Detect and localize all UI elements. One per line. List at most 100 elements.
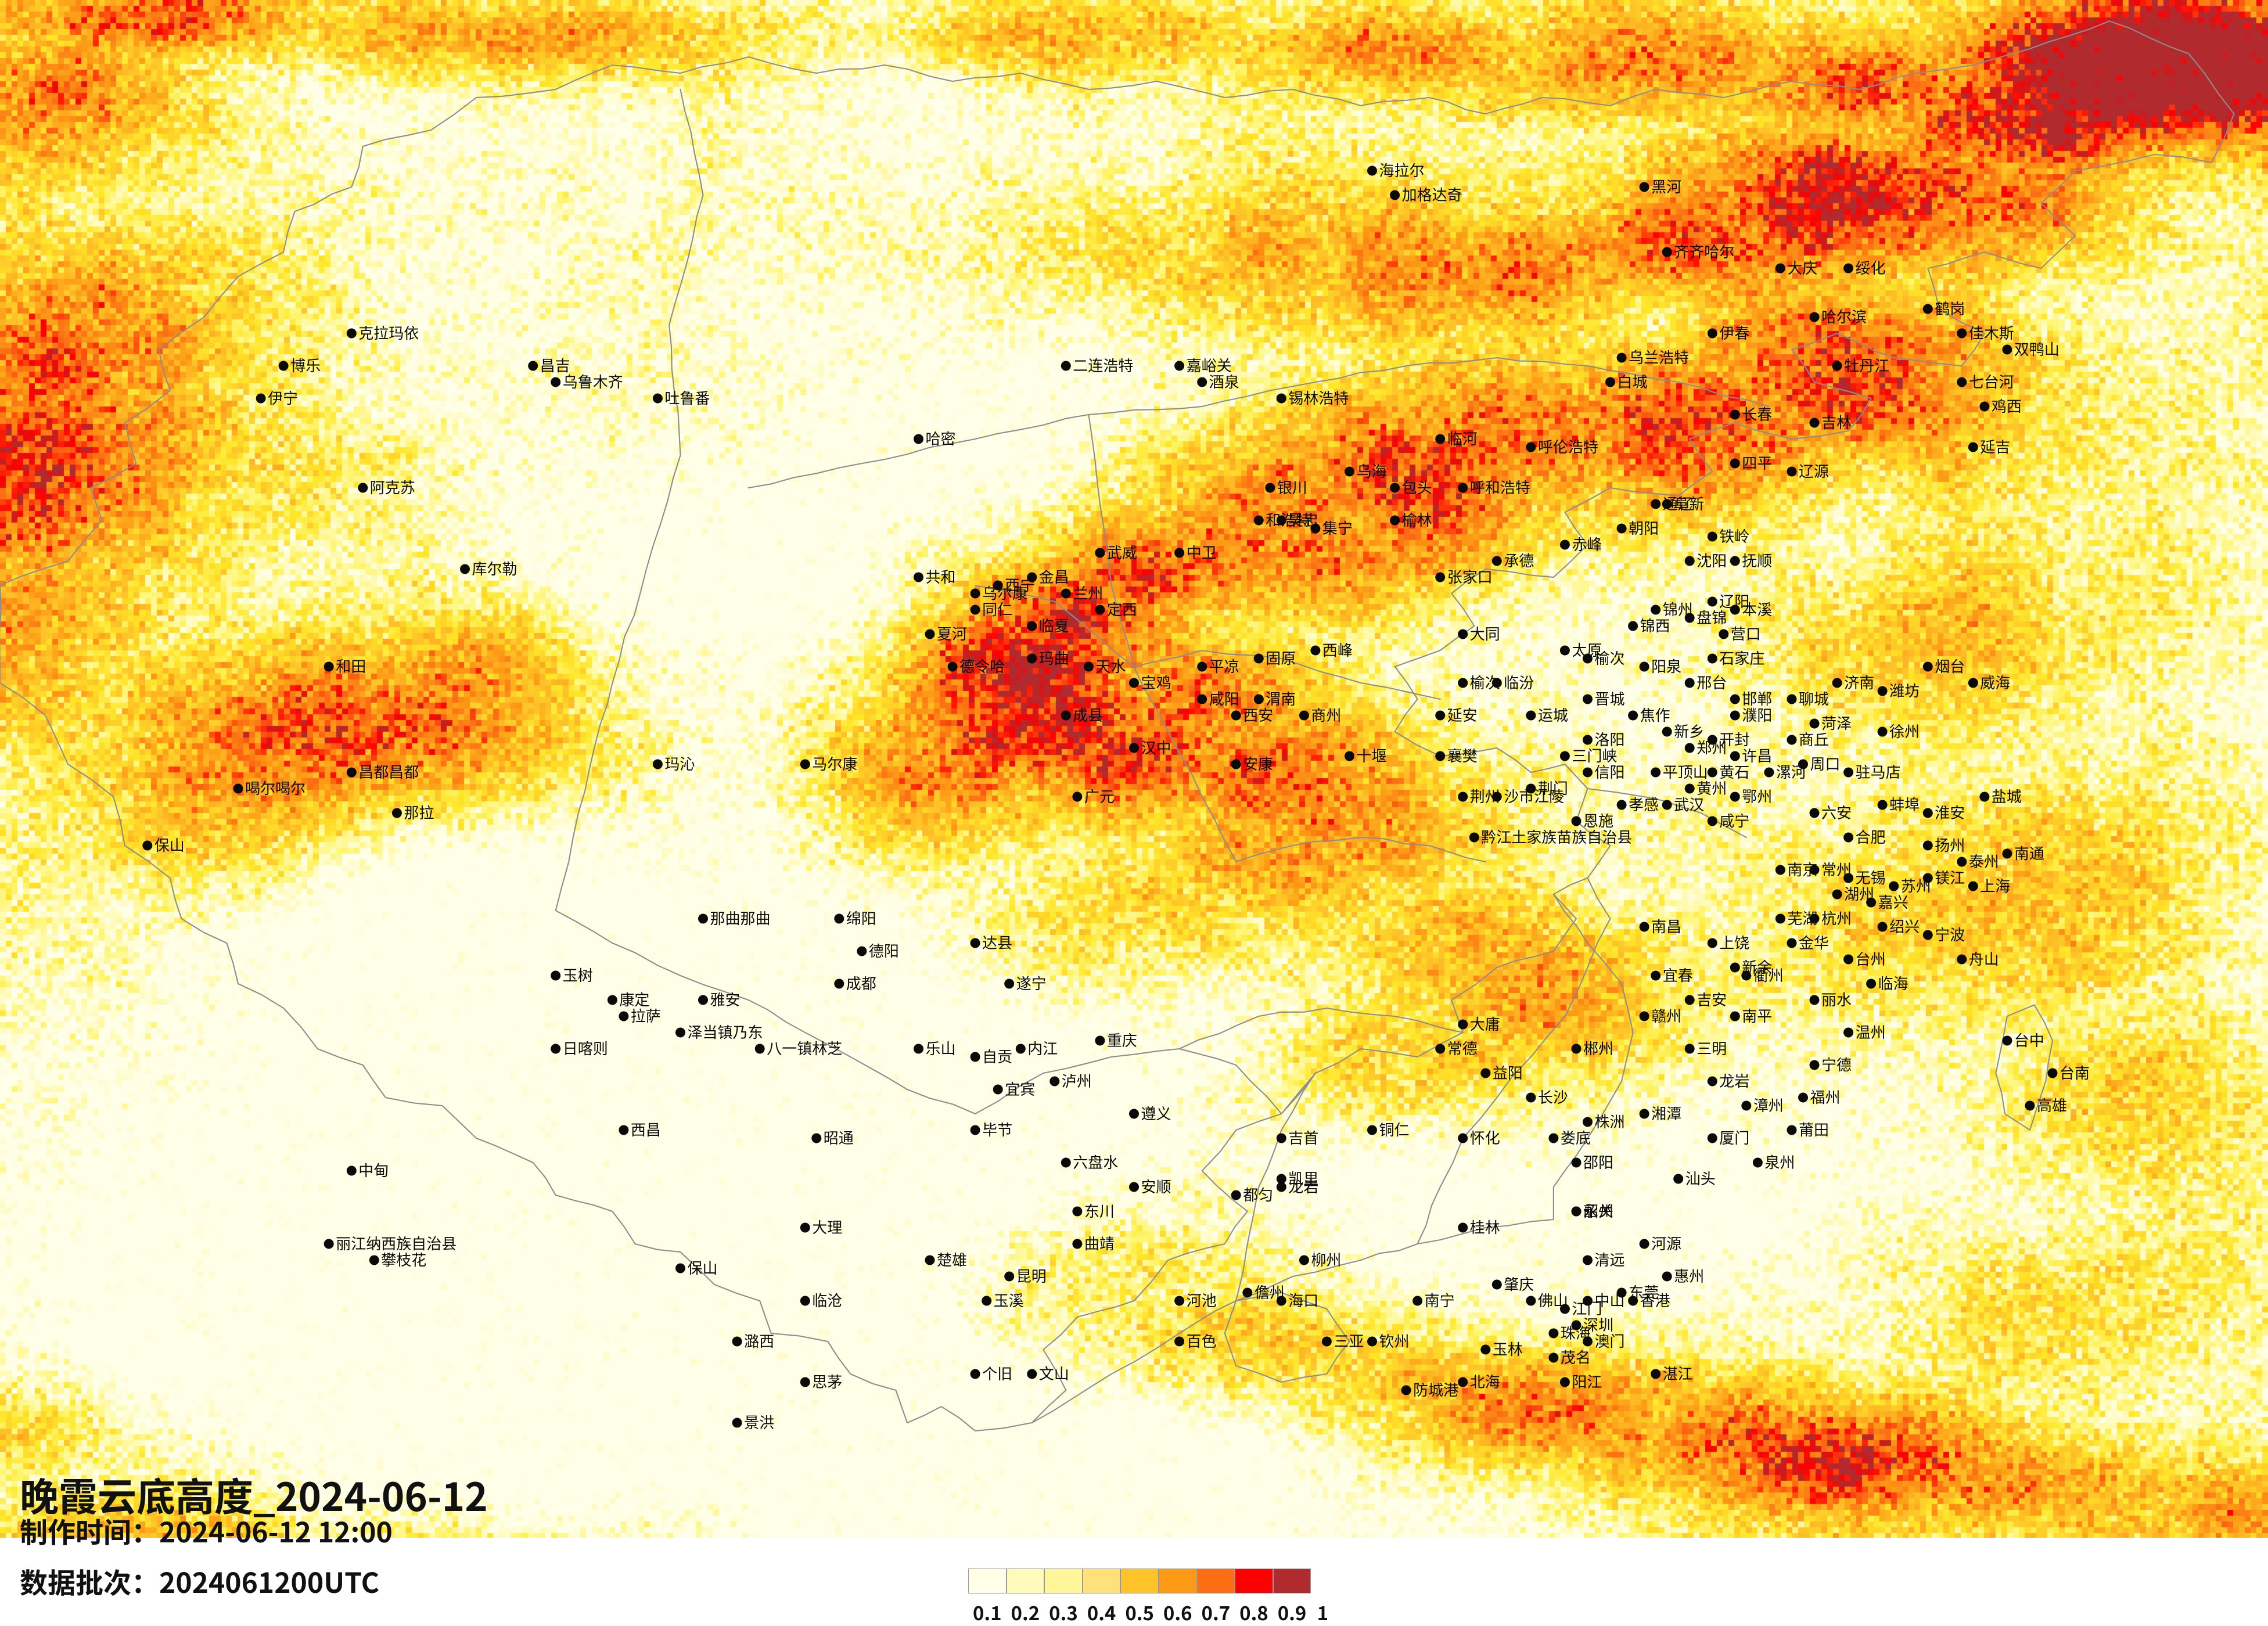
svg-text:合肥: 合肥 [1856,826,1886,847]
svg-text:铁岭: 铁岭 [1719,525,1749,546]
svg-text:宁德: 宁德 [1821,1053,1852,1075]
svg-text:哈密: 哈密 [926,427,956,449]
svg-text:鹤岗: 鹤岗 [1935,297,1965,319]
svg-text:楚雄: 楚雄 [937,1249,967,1270]
svg-text:乌海: 乌海 [1357,460,1387,481]
svg-text:牡丹江: 牡丹江 [1844,354,1889,376]
svg-text:芜湖: 芜湖 [1787,907,1817,929]
svg-text:吐鲁番: 吐鲁番 [664,387,710,408]
svg-text:防城港: 防城港 [1413,1379,1458,1400]
svg-text:吉林: 吉林 [1821,411,1852,433]
svg-text:阳泉: 阳泉 [1651,655,1681,677]
svg-text:孝感: 孝感 [1629,793,1659,815]
svg-text:吉安: 吉安 [1696,988,1727,1010]
svg-text:南平: 南平 [1742,1005,1772,1026]
svg-text:乌鲁木齐: 乌鲁木齐 [563,370,623,392]
svg-text:大理: 大理 [812,1216,842,1238]
svg-text:德阳: 德阳 [869,940,899,961]
svg-text:保山: 保山 [688,1257,718,1278]
svg-text:新乡: 新乡 [1674,720,1704,742]
svg-text:佛山: 佛山 [1538,1289,1568,1311]
svg-text:那曲那曲: 那曲那曲 [710,907,771,929]
svg-text:夏河: 夏河 [937,623,967,644]
svg-text:朝阳: 朝阳 [1629,517,1659,538]
svg-text:阜新: 阜新 [1674,492,1704,514]
svg-text:定西: 定西 [1107,598,1137,620]
svg-text:天水: 天水 [1095,655,1126,677]
svg-text:长春: 长春 [1742,403,1772,425]
svg-text:潞西: 潞西 [744,1330,774,1351]
svg-text:绍兴: 绍兴 [1889,915,1920,937]
svg-text:惠州: 惠州 [1674,1265,1704,1286]
svg-text:玛曲: 玛曲 [1039,647,1069,668]
svg-text:都匀: 都匀 [1243,1183,1273,1205]
svg-text:榆次: 榆次 [1470,671,1500,693]
svg-text:潍坊: 潍坊 [1889,679,1920,701]
svg-text:玛沁: 玛沁 [664,753,695,774]
svg-text:德令哈: 德令哈 [959,655,1005,677]
svg-text:临汾: 临汾 [1504,671,1534,693]
svg-text:新余: 新余 [1742,956,1772,977]
svg-text:咸阳: 咸阳 [1209,688,1239,709]
svg-text:鄂州: 鄂州 [1742,785,1772,807]
svg-text:绥化: 绥化 [1856,257,1886,278]
svg-text:邢台: 邢台 [1696,671,1727,693]
svg-text:呼和浩特: 呼和浩特 [1470,476,1530,498]
svg-text:广元: 广元 [1084,785,1115,807]
svg-text:攀枝花: 攀枝花 [381,1249,426,1270]
svg-text:聊城: 聊城 [1799,688,1829,709]
svg-text:中卫: 中卫 [1187,541,1217,563]
svg-text:昌都昌都: 昌都昌都 [358,761,419,782]
svg-text:张家口: 张家口 [1447,566,1493,587]
svg-text:克拉玛依: 克拉玛依 [358,322,419,343]
svg-text:锡林浩特: 锡林浩特 [1288,387,1349,408]
svg-text:盘锦: 盘锦 [1696,606,1727,628]
svg-text:扬州: 扬州 [1935,834,1965,855]
svg-text:商丘: 商丘 [1799,728,1829,750]
svg-text:厦门: 厦门 [1719,1127,1749,1148]
svg-text:雅安: 雅安 [710,988,741,1010]
svg-text:玉树: 玉树 [563,964,593,985]
svg-text:三亚: 三亚 [1334,1330,1364,1351]
svg-text:信阳: 信阳 [1595,761,1625,782]
svg-text:达县: 达县 [982,931,1012,953]
svg-text:二连浩特: 二连浩特 [1073,354,1133,376]
svg-text:马尔康: 马尔康 [812,753,857,774]
svg-text:中甸: 中甸 [358,1159,389,1181]
svg-text:本溪: 本溪 [1742,598,1772,620]
svg-text:伊宁: 伊宁 [268,387,298,408]
svg-text:茂名: 茂名 [1561,1346,1591,1368]
svg-text:榆次: 榆次 [1595,647,1625,668]
svg-text:延吉: 延吉 [1980,436,2010,457]
svg-text:那拉: 那拉 [404,801,434,823]
svg-text:韶关: 韶关 [1583,1200,1613,1221]
svg-text:益阳: 益阳 [1493,1062,1523,1083]
svg-text:上饶: 上饶 [1719,931,1749,953]
svg-text:台州: 台州 [1856,948,1886,969]
svg-text:泽当镇乃东: 泽当镇乃东 [688,1021,763,1042]
svg-text:库尔勒: 库尔勒 [472,557,517,579]
svg-text:澳门: 澳门 [1595,1330,1625,1351]
svg-text:龙岩: 龙岩 [1719,1070,1749,1091]
svg-text:赣州: 赣州 [1651,1005,1681,1026]
svg-text:宝鸡: 宝鸡 [1141,671,1171,693]
svg-text:乐山: 乐山 [926,1037,956,1059]
svg-text:渭南: 渭南 [1266,688,1296,709]
svg-text:武汉: 武汉 [1674,793,1704,815]
svg-text:汕头: 汕头 [1685,1167,1716,1189]
svg-text:昆明: 昆明 [1016,1265,1047,1286]
svg-text:酒泉: 酒泉 [1209,370,1239,392]
svg-text:承德: 承德 [1504,549,1534,571]
svg-text:伊春: 伊春 [1719,322,1749,343]
svg-text:淮安: 淮安 [1935,801,1965,823]
svg-text:博乐: 博乐 [290,354,321,376]
svg-text:高雄: 高雄 [2037,1094,2067,1116]
svg-text:黑河: 黑河 [1651,175,1681,197]
svg-text:莆田: 莆田 [1799,1118,1829,1140]
svg-text:上海: 上海 [1980,875,2010,896]
svg-text:绵阳: 绵阳 [846,907,876,929]
svg-text:南通: 南通 [2014,842,2044,864]
svg-text:临河: 临河 [1447,427,1478,449]
svg-text:蚌埠: 蚌埠 [1889,793,1920,815]
svg-text:驻马店: 驻马店 [1856,761,1901,782]
